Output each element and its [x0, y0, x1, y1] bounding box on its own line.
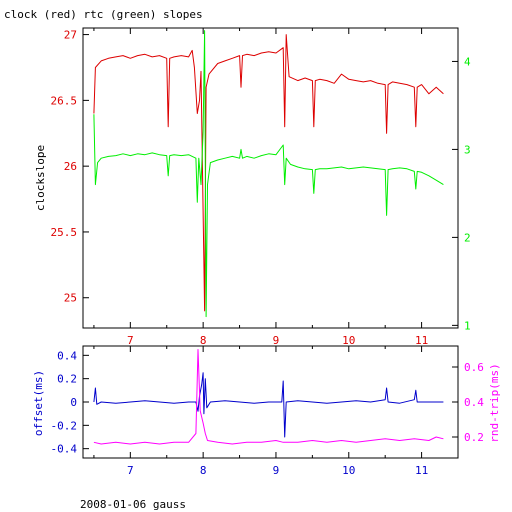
bottom-x-tick-label: 11: [415, 464, 428, 477]
bottom-y2-axis-label: rnd-trip(ms): [488, 363, 501, 442]
top-y2-tick-label: 1: [464, 319, 471, 332]
bottom-series-rndtrip: [93, 349, 444, 445]
top-y-axis-label: clockslope: [34, 145, 47, 211]
bottom-y-tick-label: 0: [70, 396, 77, 409]
bottom-x-tick-label: 10: [342, 464, 355, 477]
bottom-x-tick-label: 7: [127, 464, 134, 477]
top-y2-tick-label: 4: [464, 55, 471, 68]
bottom-y-tick-label: 0.4: [57, 349, 77, 362]
bottom-y2-tick-label: 0.6: [464, 361, 484, 374]
bottom-chart-caption: 2008-01-06 gauss: [80, 498, 186, 511]
top-x-tick-label: 9: [273, 334, 280, 347]
top-y-tick-label: 25.5: [51, 226, 78, 239]
top-y-tick-label: 25: [64, 292, 77, 305]
top-y-tick-label: 26: [64, 160, 77, 173]
top-y2-tick-label: 3: [464, 143, 471, 156]
top-chart: 7 8 9 10 11 25 25.5 26 26.5 27 1 2 3 4: [51, 27, 471, 347]
bottom-x-tick-label: 8: [200, 464, 207, 477]
bottom-series-offset: [93, 372, 444, 438]
bottom-y-tick-label: -0.2: [51, 419, 78, 432]
bottom-x-tick-label: 9: [273, 464, 280, 477]
bottom-y2-tick-label: 0.4: [464, 396, 484, 409]
top-chart-title: clock (red) rtc (green) slopes: [4, 8, 203, 21]
top-x-tick-label: 7: [127, 334, 134, 347]
top-plot-frame: [82, 27, 459, 329]
top-x-tick-label: 11: [415, 334, 428, 347]
bottom-y-tick-label: 0.2: [57, 373, 77, 386]
top-x-tick-label: 10: [342, 334, 355, 347]
top-y2-tick-label: 2: [464, 231, 471, 244]
bottom-chart: 7 8 9 10 11 -0.4 -0.2 0 0.2 0.4 0.2 0.4 0.6: [51, 345, 484, 477]
top-x-tick-label: 8: [200, 334, 207, 347]
bottom-y-tick-label: -0.4: [51, 443, 78, 456]
top-y-tick-label: 26.5: [51, 94, 78, 107]
top-series-clock: [93, 34, 444, 312]
top-series-rtc: [93, 30, 444, 318]
bottom-y2-tick-label: 0.2: [464, 431, 484, 444]
bottom-y-axis-label: offset(ms): [32, 370, 45, 436]
top-y-tick-label: 27: [64, 29, 77, 42]
